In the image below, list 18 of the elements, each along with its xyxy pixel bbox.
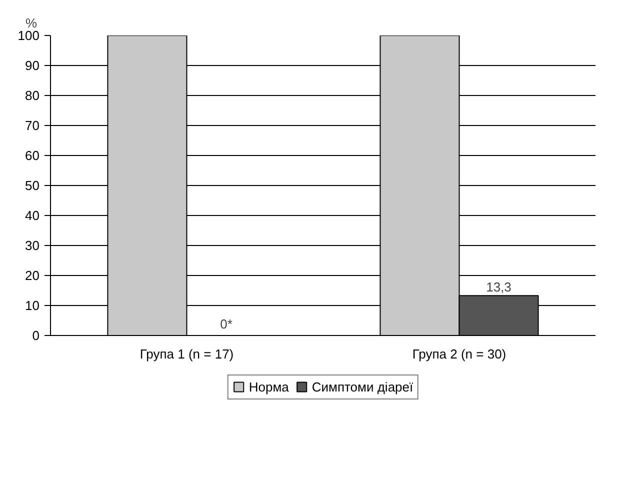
legend-label: Симптоми діареї (312, 379, 414, 394)
legend-label: Норма (248, 379, 289, 394)
y-axis-title: % (26, 16, 38, 30)
x-tick-label: Група 2 (n = 30) (412, 346, 506, 362)
y-tick-label: 90 (25, 58, 40, 73)
y-tick-label: 40 (25, 208, 40, 223)
data-label: 0* (220, 316, 232, 332)
y-tick-label: 50 (25, 178, 40, 193)
y-tick-label: 100 (18, 28, 40, 43)
y-tick-label: 20 (25, 268, 40, 283)
y-tick-label: 10 (25, 298, 40, 313)
y-tick-label: 70 (25, 118, 40, 133)
x-tick-label: Група 1 (n = 17) (140, 346, 234, 362)
y-tick-label: 30 (25, 238, 40, 253)
data-label: 13,3 (486, 280, 512, 295)
y-tick-label: 80 (25, 88, 40, 103)
y-tick-label: 60 (25, 148, 40, 163)
y-tick-label: 0 (32, 328, 40, 343)
